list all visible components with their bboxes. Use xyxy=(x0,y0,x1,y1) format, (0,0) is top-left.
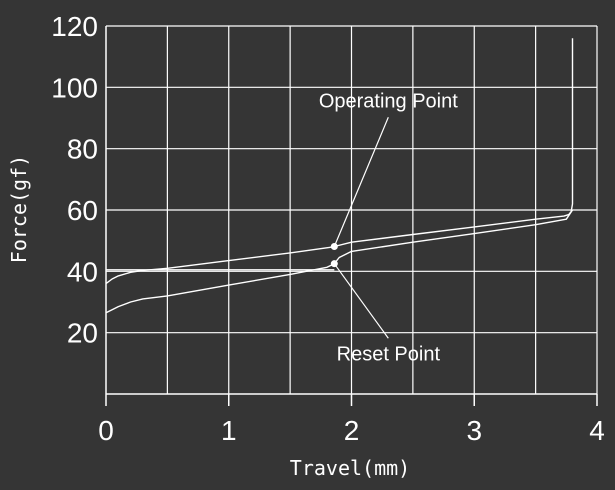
y-tick-label: 100 xyxy=(51,72,98,103)
series-line-2 xyxy=(105,209,574,314)
x-tick-label: 4 xyxy=(589,415,605,446)
annotation-point-marker xyxy=(330,242,338,250)
annotations: Operating Point Reset Point xyxy=(319,90,458,365)
annotation-leader-line xyxy=(333,117,389,247)
y-tick-label: 20 xyxy=(67,318,98,349)
axes xyxy=(105,26,598,406)
annotation-leader-line xyxy=(333,263,389,339)
x-tick-label: 1 xyxy=(221,415,237,446)
y-axis-title: Force(gf) xyxy=(7,155,31,263)
y-tick-label: 60 xyxy=(67,195,98,226)
x-tick-label: 2 xyxy=(344,415,360,446)
grid xyxy=(106,25,598,394)
x-tick-label: 3 xyxy=(466,415,482,446)
y-tick-label: 40 xyxy=(67,256,98,287)
tick-labels: 0 1 2 3 4 20 40 60 80 100 120 xyxy=(51,11,605,446)
y-tick-label: 120 xyxy=(51,11,98,42)
annotation-label: Operating Point xyxy=(319,90,458,112)
y-tick-label: 80 xyxy=(67,134,98,165)
annotation-label: Reset Point xyxy=(337,343,441,365)
annotation-point-marker xyxy=(330,260,338,268)
x-tick-label: 0 xyxy=(98,415,114,446)
x-axis-title: Travel(mm) xyxy=(290,456,410,480)
